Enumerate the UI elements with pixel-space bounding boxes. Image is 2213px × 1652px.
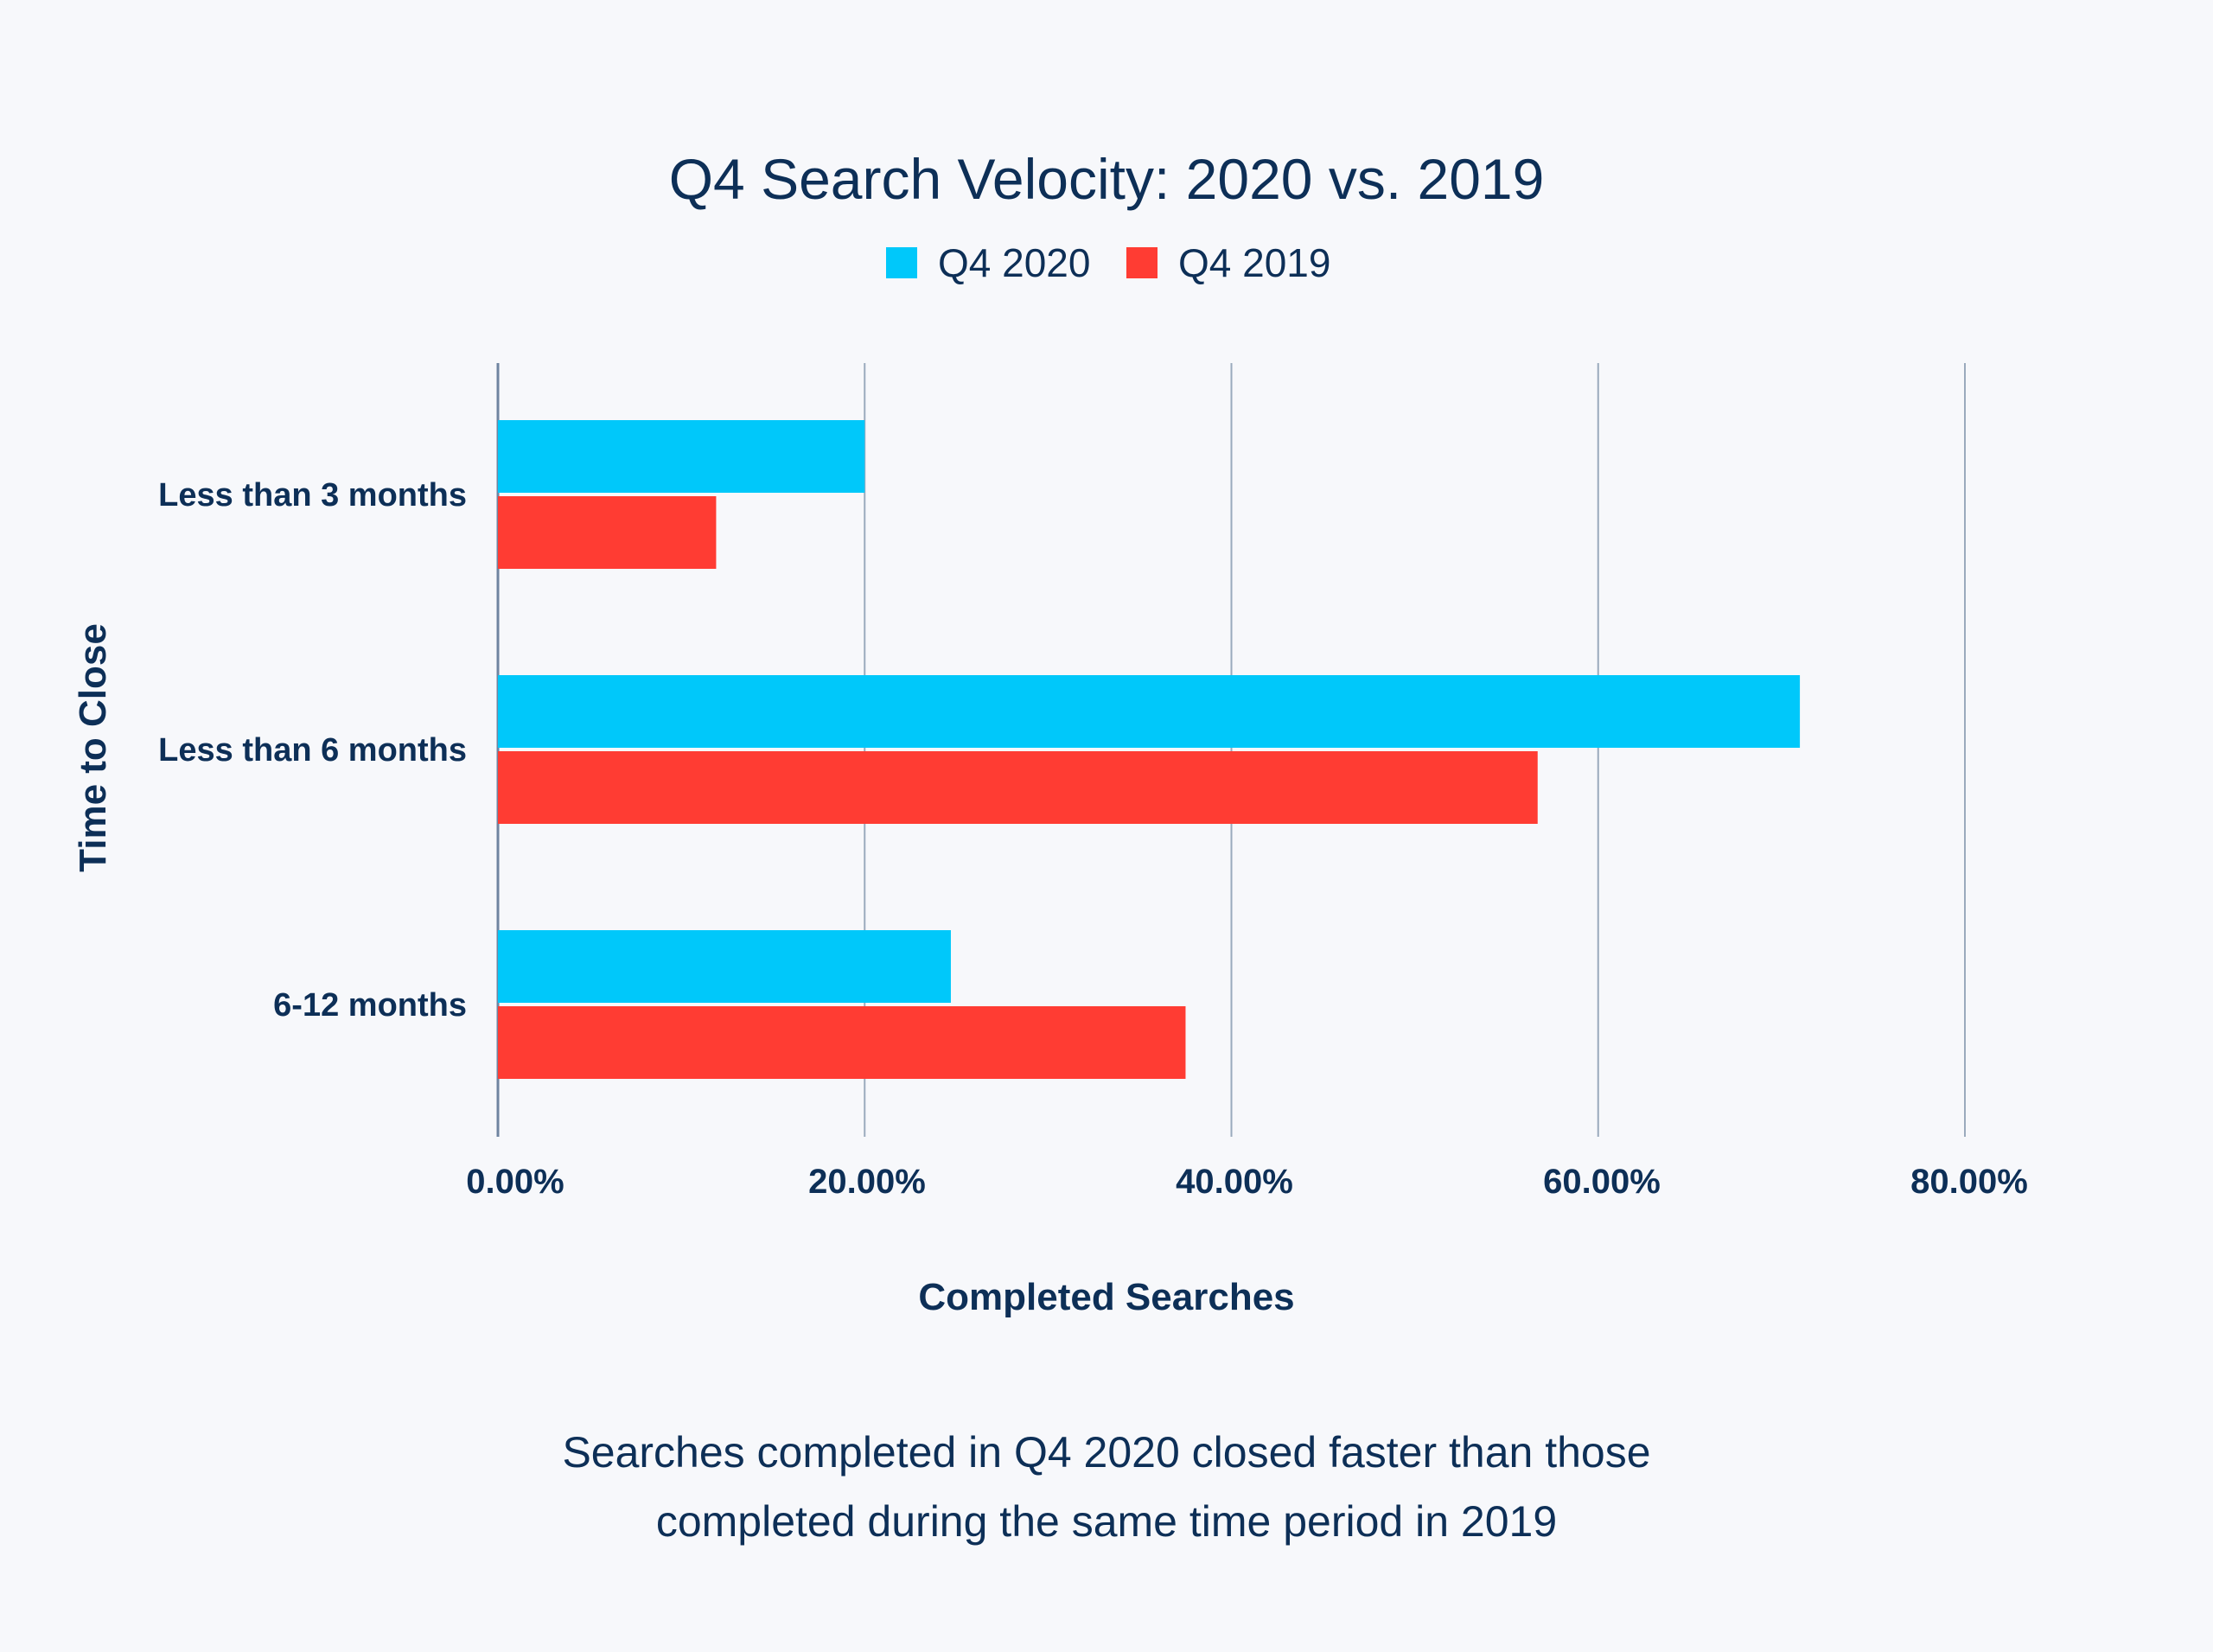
x-axis-tick-labels: 0.00% 20.00% 40.00% 60.00% 80.00% — [466, 1163, 2028, 1201]
legend-label-q4-2019: Q4 2019 — [1178, 240, 1330, 285]
legend-label-q4-2020: Q4 2020 — [938, 240, 1090, 285]
bar-less-than-6-months-q4-2020 — [498, 675, 1801, 748]
bar-less-than-3-months-q4-2019 — [498, 496, 717, 569]
y-axis-category-labels: Less than 3 months Less than 6 months 6-… — [158, 477, 467, 1024]
category-label-less-than-3-months: Less than 3 months — [158, 477, 467, 513]
x-tick-label-60: 60.00% — [1543, 1163, 1661, 1201]
x-axis-title: Completed Searches — [918, 1276, 1294, 1318]
bar-less-than-3-months-q4-2020 — [498, 420, 865, 493]
caption-line-1: Searches completed in Q4 2020 closed fas… — [562, 1428, 1651, 1477]
category-label-less-than-6-months: Less than 6 months — [158, 732, 467, 769]
bar-6-12-months-q4-2020 — [498, 930, 951, 1003]
legend-swatch-q4-2019 — [1126, 247, 1158, 278]
bar-less-than-6-months-q4-2019 — [498, 751, 1538, 824]
legend-swatch-q4-2020 — [886, 247, 917, 278]
legend: Q4 2020 Q4 2019 — [886, 240, 1330, 285]
x-tick-label-80: 80.00% — [1910, 1163, 2028, 1201]
x-tick-label-20: 20.00% — [808, 1163, 926, 1201]
bars — [498, 420, 1801, 1079]
chart-title: Q4 Search Velocity: 2020 vs. 2019 — [669, 147, 1545, 211]
chart-caption: Searches completed in Q4 2020 closed fas… — [0, 1418, 2213, 1556]
y-axis-title: Time to Close — [72, 623, 114, 872]
bar-6-12-months-q4-2019 — [498, 1006, 1186, 1079]
category-label-6-12-months: 6-12 months — [273, 987, 467, 1024]
caption-line-2: completed during the same time period in… — [655, 1497, 1558, 1546]
x-tick-label-0: 0.00% — [466, 1163, 564, 1201]
x-tick-label-40: 40.00% — [1176, 1163, 1293, 1201]
